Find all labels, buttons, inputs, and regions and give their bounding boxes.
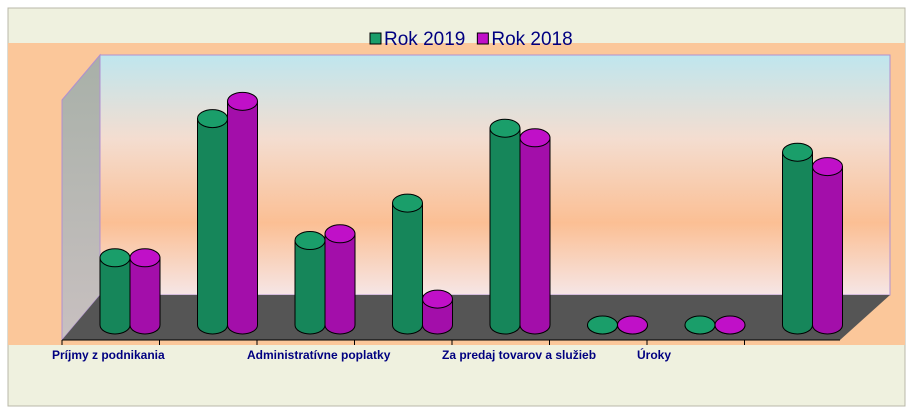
bar-body	[422, 298, 453, 335]
bar	[99, 248, 131, 335]
bar-top	[587, 315, 618, 335]
bar-body	[324, 233, 356, 335]
bar-top	[519, 128, 551, 148]
bar-body	[392, 202, 423, 335]
bar	[197, 109, 228, 335]
bar-top	[782, 142, 813, 162]
bar	[324, 224, 356, 335]
bar-body	[129, 257, 161, 335]
x-tick-label: Príjmy z podnikania	[52, 348, 165, 362]
bar	[616, 315, 649, 335]
bar-top	[392, 193, 423, 213]
bar-body	[782, 151, 813, 335]
x-tick-label: Za predaj tovarov a služieb	[442, 348, 596, 362]
bar	[782, 142, 813, 335]
bar	[586, 315, 619, 335]
bar-body	[294, 240, 326, 335]
bar	[129, 248, 161, 335]
bar	[519, 128, 551, 335]
bar-top	[684, 315, 716, 335]
bar-top	[197, 109, 228, 129]
bar	[227, 91, 258, 335]
bar-body	[99, 257, 131, 335]
bar	[392, 193, 423, 335]
bar-top	[422, 289, 453, 309]
bar-top	[714, 315, 746, 335]
bar-body	[519, 137, 551, 335]
plot	[99, 91, 843, 335]
legend-label: Rok 2019	[384, 29, 465, 50]
bar-top	[99, 248, 131, 268]
x-tick-label: Úroky	[637, 347, 671, 362]
legend-swatch	[476, 32, 489, 45]
bar-body	[812, 166, 843, 335]
bar-top	[129, 248, 161, 268]
x-tick-label: Administratívne poplatky	[247, 348, 391, 362]
floor	[62, 295, 890, 340]
bar	[294, 231, 326, 335]
bar-body	[197, 118, 228, 335]
bar-body	[489, 127, 521, 335]
bar-top	[617, 315, 648, 335]
bar-top	[324, 224, 356, 244]
bar-top	[812, 157, 843, 177]
bar	[684, 315, 716, 335]
bar	[422, 289, 453, 335]
bar-body	[227, 100, 258, 335]
legend-swatch	[369, 32, 382, 45]
bar	[489, 118, 521, 335]
legend-label: Rok 2018	[491, 29, 572, 50]
side-wall	[61, 53, 101, 342]
bar	[714, 315, 746, 335]
bar	[812, 157, 843, 335]
bar-top	[489, 118, 521, 138]
bar-top	[227, 91, 258, 111]
bar-top	[294, 231, 326, 251]
